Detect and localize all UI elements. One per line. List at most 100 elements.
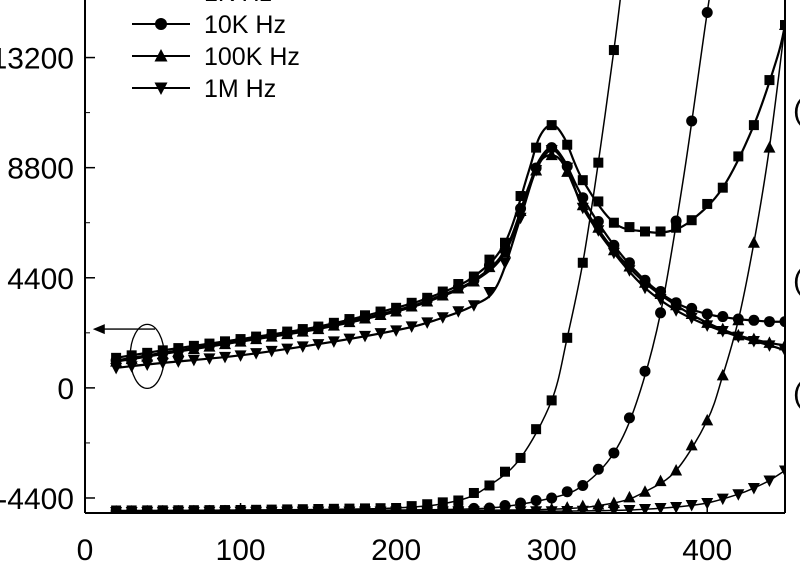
- right-series-point-2: [686, 115, 698, 127]
- right-series-point-1: [608, 45, 619, 56]
- right-series-point-4: [436, 506, 449, 513]
- right-series-point-1: [468, 487, 479, 498]
- left-series-point-4: [685, 312, 698, 325]
- right-series-point-4: [499, 506, 511, 513]
- legend-marker-triangle-down-icon: [154, 82, 168, 95]
- left-series-point-2: [701, 308, 713, 320]
- left-series-point-3: [467, 275, 480, 287]
- left-series-point-4: [312, 339, 325, 351]
- y-tick-label: 4400: [7, 263, 74, 296]
- right-series-point-4: [359, 506, 371, 513]
- left-series-point-4: [141, 359, 154, 372]
- left-series-point-4: [156, 357, 169, 370]
- left-series-point-1: [562, 139, 573, 150]
- left-series-point-1: [640, 226, 650, 237]
- right-series-point-2: [515, 497, 527, 509]
- left-series-point-2: [779, 316, 785, 328]
- right-series-point-4: [654, 502, 667, 513]
- left-series-point-2: [717, 311, 729, 323]
- left-series-point-3: [452, 282, 465, 294]
- right-series-point-4: [281, 506, 294, 513]
- right-series-line-1: [116, 0, 621, 512]
- left-series-point-4: [343, 333, 356, 346]
- right-series-point-2: [701, 7, 713, 19]
- left-series-point-1: [624, 222, 635, 233]
- right-tick-label-clipped: (: [793, 377, 800, 410]
- right-series-point-3: [654, 474, 667, 487]
- series-markers: [110, 7, 785, 513]
- right-series-point-4: [747, 482, 760, 495]
- right-series-point-2: [546, 492, 558, 504]
- left-series-point-4: [514, 212, 527, 225]
- left-series-point-4: [483, 286, 496, 299]
- right-series-point-2: [670, 215, 682, 227]
- left-series-point-4: [779, 345, 785, 357]
- right-series-point-1: [562, 332, 573, 343]
- left-series-line-2: [115, 146, 785, 362]
- left-series-point-4: [359, 330, 371, 343]
- left-series-point-1: [577, 175, 588, 186]
- right-series-point-2: [608, 447, 620, 459]
- right-series-line-4: [116, 469, 785, 513]
- left-series-point-3: [187, 342, 200, 355]
- left-series-point-4: [545, 145, 558, 157]
- left-series-point-2: [763, 316, 775, 328]
- left-series-point-1: [608, 217, 619, 228]
- right-series-point-3: [732, 313, 745, 326]
- right-series-point-4: [141, 506, 154, 513]
- left-series-point-4: [576, 202, 589, 215]
- left-series-point-1: [748, 120, 759, 131]
- right-series-point-4: [779, 465, 785, 477]
- right-series-point-4: [576, 505, 589, 513]
- right-series-point-2: [639, 365, 651, 377]
- left-series-point-4: [234, 350, 247, 362]
- annotations: [92, 323, 165, 390]
- right-series-point-4: [265, 506, 278, 513]
- right-series-point-4: [374, 506, 387, 513]
- right-series-point-3: [623, 490, 636, 503]
- axis-ellipse: [129, 323, 165, 390]
- left-series-point-3: [296, 325, 309, 337]
- x-tick-label: 300: [527, 534, 577, 567]
- left-series-point-1: [671, 222, 682, 233]
- left-series-point-3: [312, 322, 325, 335]
- left-series-point-1: [593, 196, 604, 207]
- right-series-point-4: [592, 505, 605, 513]
- right-series-point-1: [500, 466, 510, 477]
- left-series-point-3: [281, 327, 294, 340]
- left-series-point-3: [390, 305, 403, 317]
- right-series-point-4: [343, 506, 356, 513]
- right-series-point-4: [716, 493, 729, 506]
- right-series-point-3: [763, 141, 776, 153]
- x-tick-label: 0: [77, 534, 94, 567]
- right-series-point-4: [405, 506, 418, 513]
- left-series-point-2: [577, 192, 589, 204]
- right-series-point-1: [437, 497, 448, 508]
- right-series-point-4: [250, 506, 263, 513]
- right-tick-label-clipped: (: [793, 264, 800, 297]
- left-series-point-4: [421, 317, 434, 329]
- right-series-point-3: [607, 496, 620, 508]
- right-series-point-4: [187, 506, 200, 513]
- right-series-point-4: [219, 506, 231, 513]
- right-series-point-4: [296, 506, 309, 513]
- right-series-point-4: [172, 506, 185, 513]
- left-series-point-3: [405, 300, 418, 312]
- x-tick-label: 400: [682, 534, 732, 567]
- left-series-point-3: [374, 308, 387, 321]
- right-series-point-3: [670, 463, 683, 476]
- left-series-point-1: [515, 191, 526, 202]
- left-series-point-4: [296, 341, 309, 353]
- left-series-point-4: [592, 225, 605, 237]
- left-series-point-1: [531, 142, 542, 153]
- right-series-point-3: [639, 485, 651, 497]
- left-series-point-1: [686, 215, 697, 226]
- right-series-point-4: [110, 506, 123, 513]
- left-series-point-4: [763, 340, 776, 352]
- right-series-point-1: [484, 480, 495, 491]
- right-series-point-2: [561, 486, 573, 498]
- left-series-point-4: [172, 356, 185, 368]
- left-series-point-3: [250, 332, 263, 345]
